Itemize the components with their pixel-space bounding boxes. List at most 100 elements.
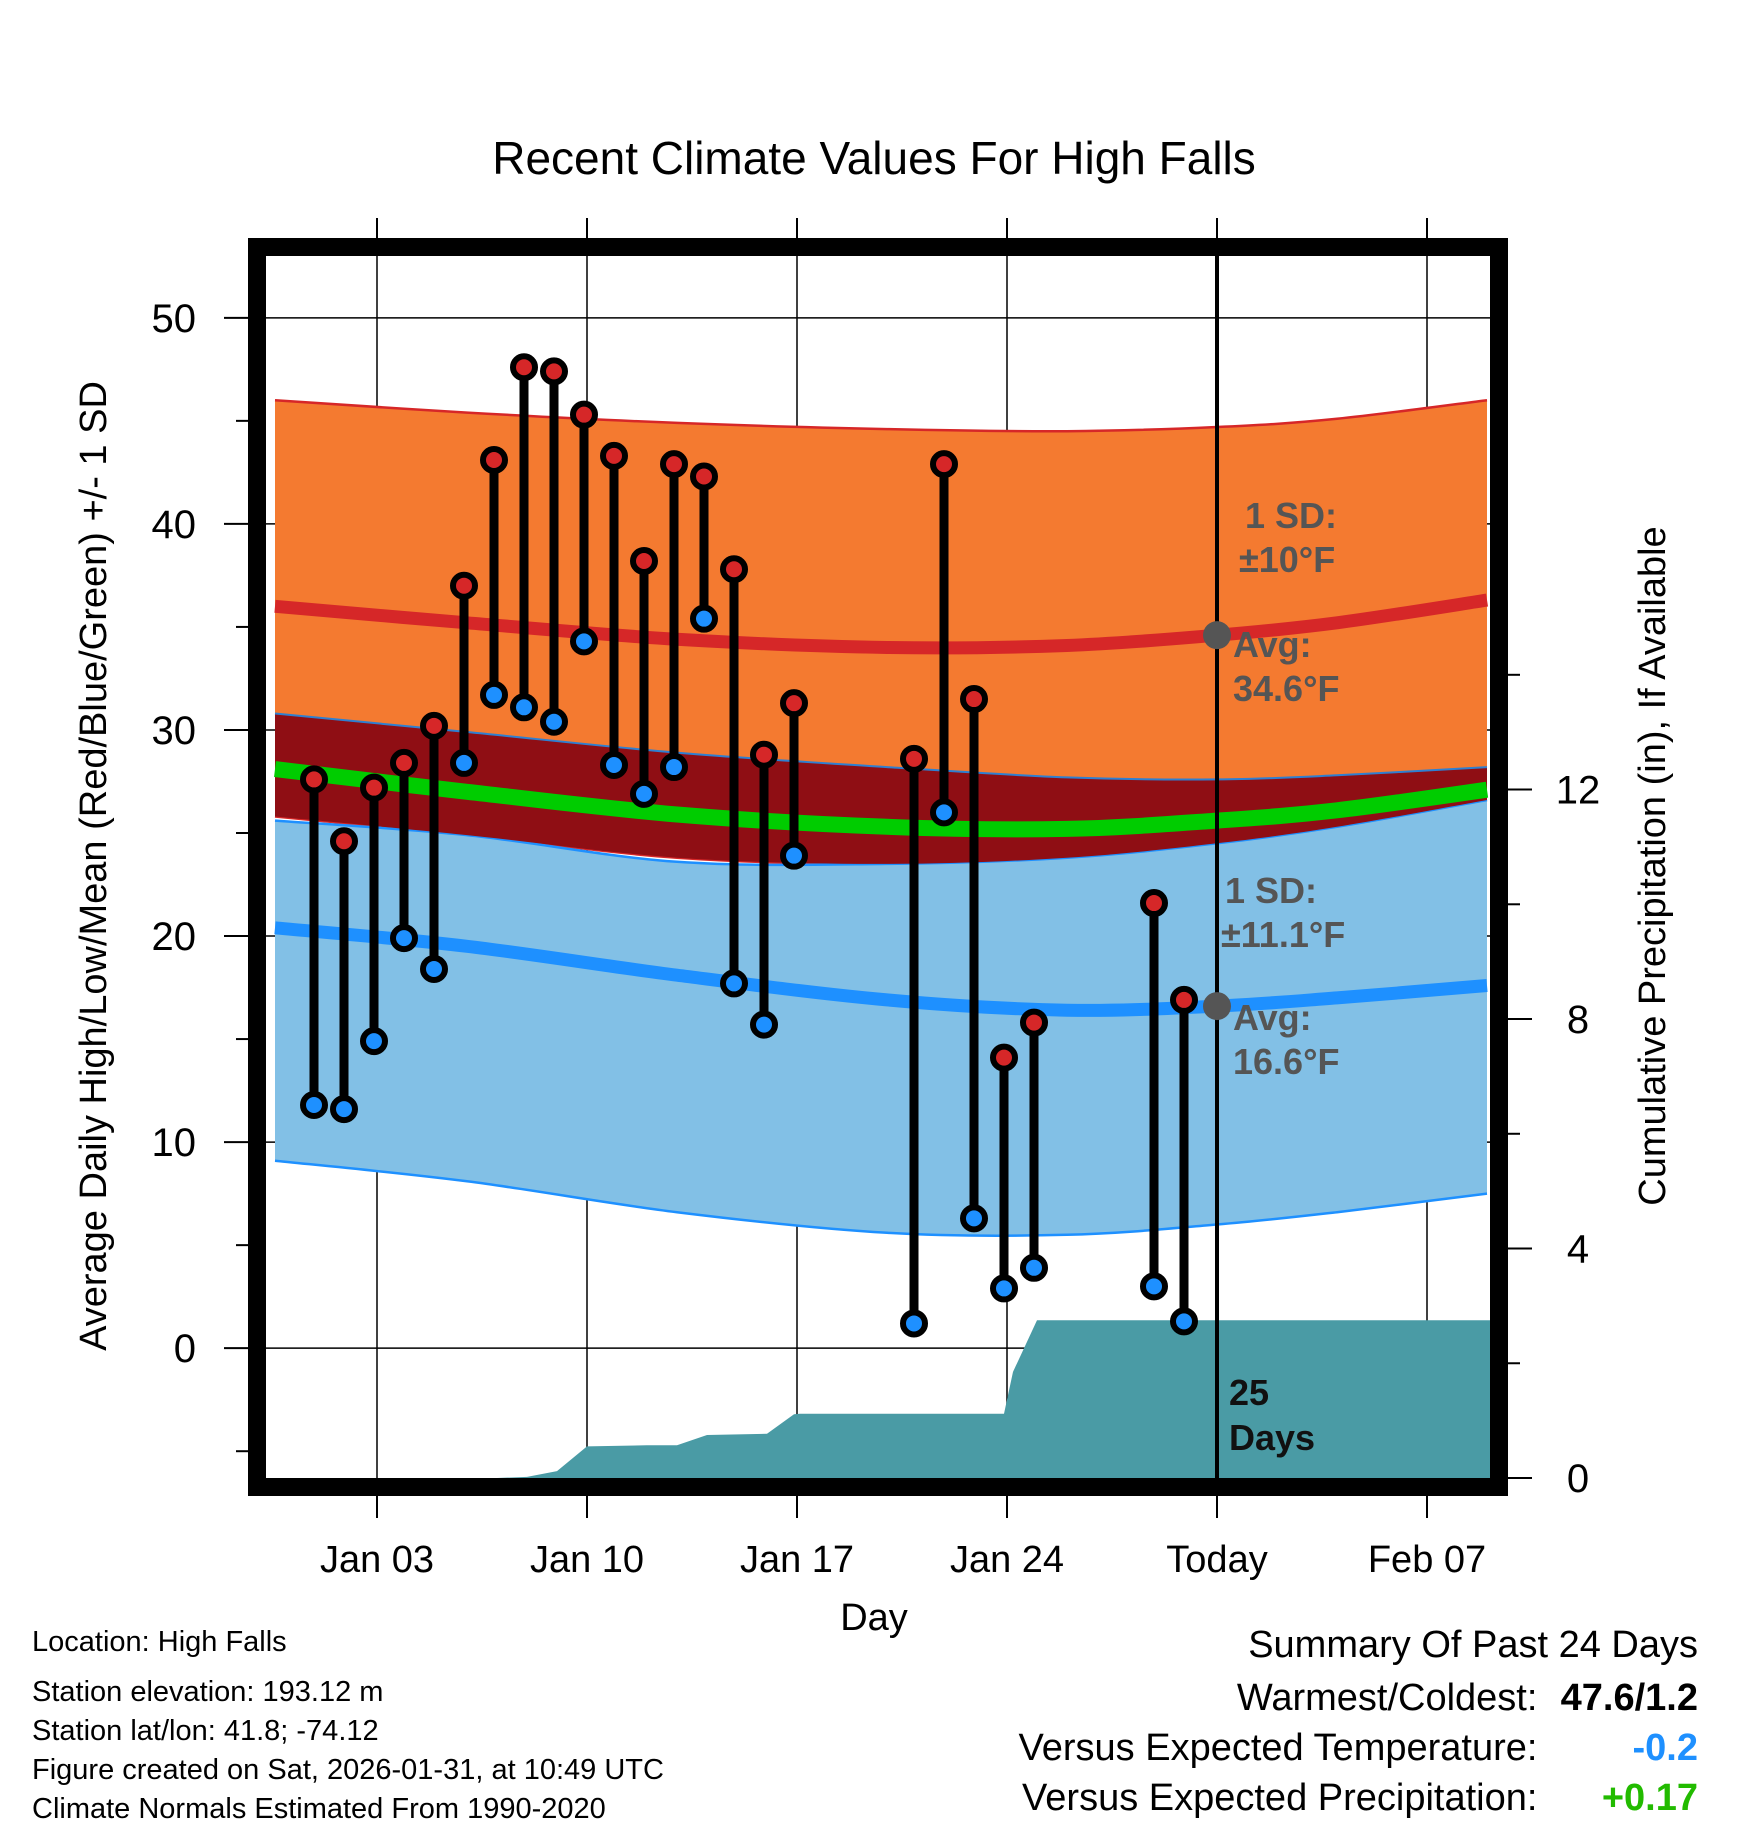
daily-high-point <box>300 765 328 794</box>
high-avg-label: Avg: <box>1233 624 1312 665</box>
daily-high-point <box>1140 889 1168 918</box>
x-tick-label: Feb 07 <box>1368 1539 1486 1581</box>
x-axis-label: Day <box>840 1597 908 1639</box>
x-tick-label: Jan 17 <box>740 1539 854 1581</box>
summary-row-expected-temperature: Versus Expected Temperature: -0.2 <box>1019 1727 1698 1770</box>
figure-created: Figure created on Sat, 2026-01-31, at 10… <box>32 1754 664 1786</box>
daily-low-point <box>900 1309 928 1338</box>
daily-high-point <box>750 740 778 769</box>
daily-high-point <box>360 773 388 802</box>
precipitation-area <box>275 1320 1490 1478</box>
mean-avg-line <box>274 761 1489 838</box>
daily-high-point <box>990 1043 1018 1072</box>
x-tick-label: Jan 24 <box>950 1539 1064 1581</box>
daily-high-point <box>1170 985 1198 1014</box>
daily-low-point <box>720 969 748 998</box>
y-tick-label: 40 <box>152 503 197 547</box>
station-latlon: Station lat/lon: 41.8; -74.12 <box>32 1715 379 1747</box>
x-tick-label: Jan 10 <box>530 1539 644 1581</box>
low-sd-band-lower-edge <box>274 1159 1488 1238</box>
daily-low-point <box>330 1095 358 1124</box>
y2-axis-label: Cumulative Precipitation (in), If Availa… <box>1632 526 1674 1205</box>
daily-low-point <box>450 748 478 777</box>
daily-low-point <box>540 707 568 736</box>
daily-high-point <box>900 744 928 773</box>
y-tick-label: 30 <box>152 709 197 753</box>
daily-high-point <box>540 357 568 386</box>
daily-range <box>390 748 418 953</box>
station-elevation: Station elevation: 193.12 m <box>32 1676 384 1708</box>
daily-low-point <box>750 1010 778 1039</box>
daily-high-point <box>780 689 808 718</box>
daily-low-point <box>990 1274 1018 1303</box>
daily-high-point <box>600 441 628 470</box>
daily-high-point <box>480 446 508 475</box>
daily-range <box>960 685 988 1233</box>
plot-frame <box>248 238 1508 1496</box>
daily-low-point <box>570 627 598 656</box>
daily-range <box>750 740 778 1039</box>
y-axis-label: Average Daily High/Low/Mean (Red/Blue/Gr… <box>73 381 115 1351</box>
summary-row-warmest-coldest: Warmest/Coldest: 47.6/1.2 <box>1237 1677 1698 1720</box>
daily-high-point <box>1020 1008 1048 1037</box>
high-sd-label: 1 SD: <box>1245 495 1337 536</box>
y-tick-label: 50 <box>152 297 197 341</box>
high-sd-value: ±10°F <box>1239 539 1335 580</box>
y2-tick-label: 12 <box>1556 769 1601 813</box>
daily-low-point <box>1140 1272 1168 1301</box>
daily-low-point <box>510 693 538 722</box>
daily-range <box>480 446 508 709</box>
low-sd-label: 1 SD: <box>1225 870 1317 911</box>
daily-low-point <box>300 1091 328 1120</box>
days-count-label: 25 <box>1229 1372 1269 1413</box>
daily-low-point <box>780 841 808 870</box>
daily-range <box>900 744 928 1338</box>
daily-range <box>1020 1008 1048 1282</box>
daily-range <box>930 450 958 827</box>
x-tick-label: Jan 03 <box>320 1539 434 1581</box>
daily-high-point <box>420 711 448 740</box>
summary-value: 47.6/1.2 <box>1560 1677 1698 1719</box>
station-location: Location: High Falls <box>32 1626 287 1658</box>
y2-tick-label: 0 <box>1567 1457 1589 1501</box>
daily-range <box>690 462 718 633</box>
daily-low-point <box>1170 1307 1198 1336</box>
summary-label: Warmest/Coldest: <box>1236 1677 1538 1719</box>
low-sd-value: ±11.1°F <box>1221 914 1345 955</box>
daily-high-point <box>690 462 718 491</box>
y2-tick-label: 8 <box>1567 998 1589 1042</box>
daily-low-point <box>390 924 418 953</box>
daily-range <box>1170 985 1198 1336</box>
daily-range <box>1140 889 1168 1301</box>
y-tick-label: 10 <box>152 1121 197 1165</box>
daily-range <box>660 450 688 782</box>
mean-band-upper-edge <box>274 712 1488 781</box>
low-avg-line <box>274 921 1488 1017</box>
daily-low-point <box>360 1027 388 1056</box>
daily-low-point <box>480 680 508 709</box>
daily-low-point <box>930 798 958 827</box>
daily-high-point <box>960 685 988 714</box>
low-avg-label: Avg: <box>1233 997 1312 1038</box>
daily-range <box>420 711 448 984</box>
low-avg-marker <box>1203 992 1231 1021</box>
summary-title: Summary Of Past 24 Days <box>1248 1624 1698 1666</box>
days-unit-label: Days <box>1229 1417 1315 1458</box>
daily-low-point <box>1020 1253 1048 1282</box>
y-tick-label: 20 <box>152 915 197 959</box>
summary-label: Versus Expected Precipitation: <box>1022 1777 1538 1819</box>
daily-range <box>570 400 598 656</box>
daily-high-point <box>720 555 748 584</box>
daily-high-point <box>390 748 418 777</box>
high-avg-marker <box>1203 621 1231 650</box>
normals-bands <box>274 398 1489 1238</box>
y2-tick-label: 4 <box>1567 1228 1589 1272</box>
summary-row-expected-precipitation: Versus Expected Precipitation: +0.17 <box>1022 1777 1698 1820</box>
daily-low-point <box>690 604 718 633</box>
high-avg-value: 34.6°F <box>1233 668 1339 709</box>
climate-normals-period: Climate Normals Estimated From 1990-2020 <box>32 1793 606 1825</box>
